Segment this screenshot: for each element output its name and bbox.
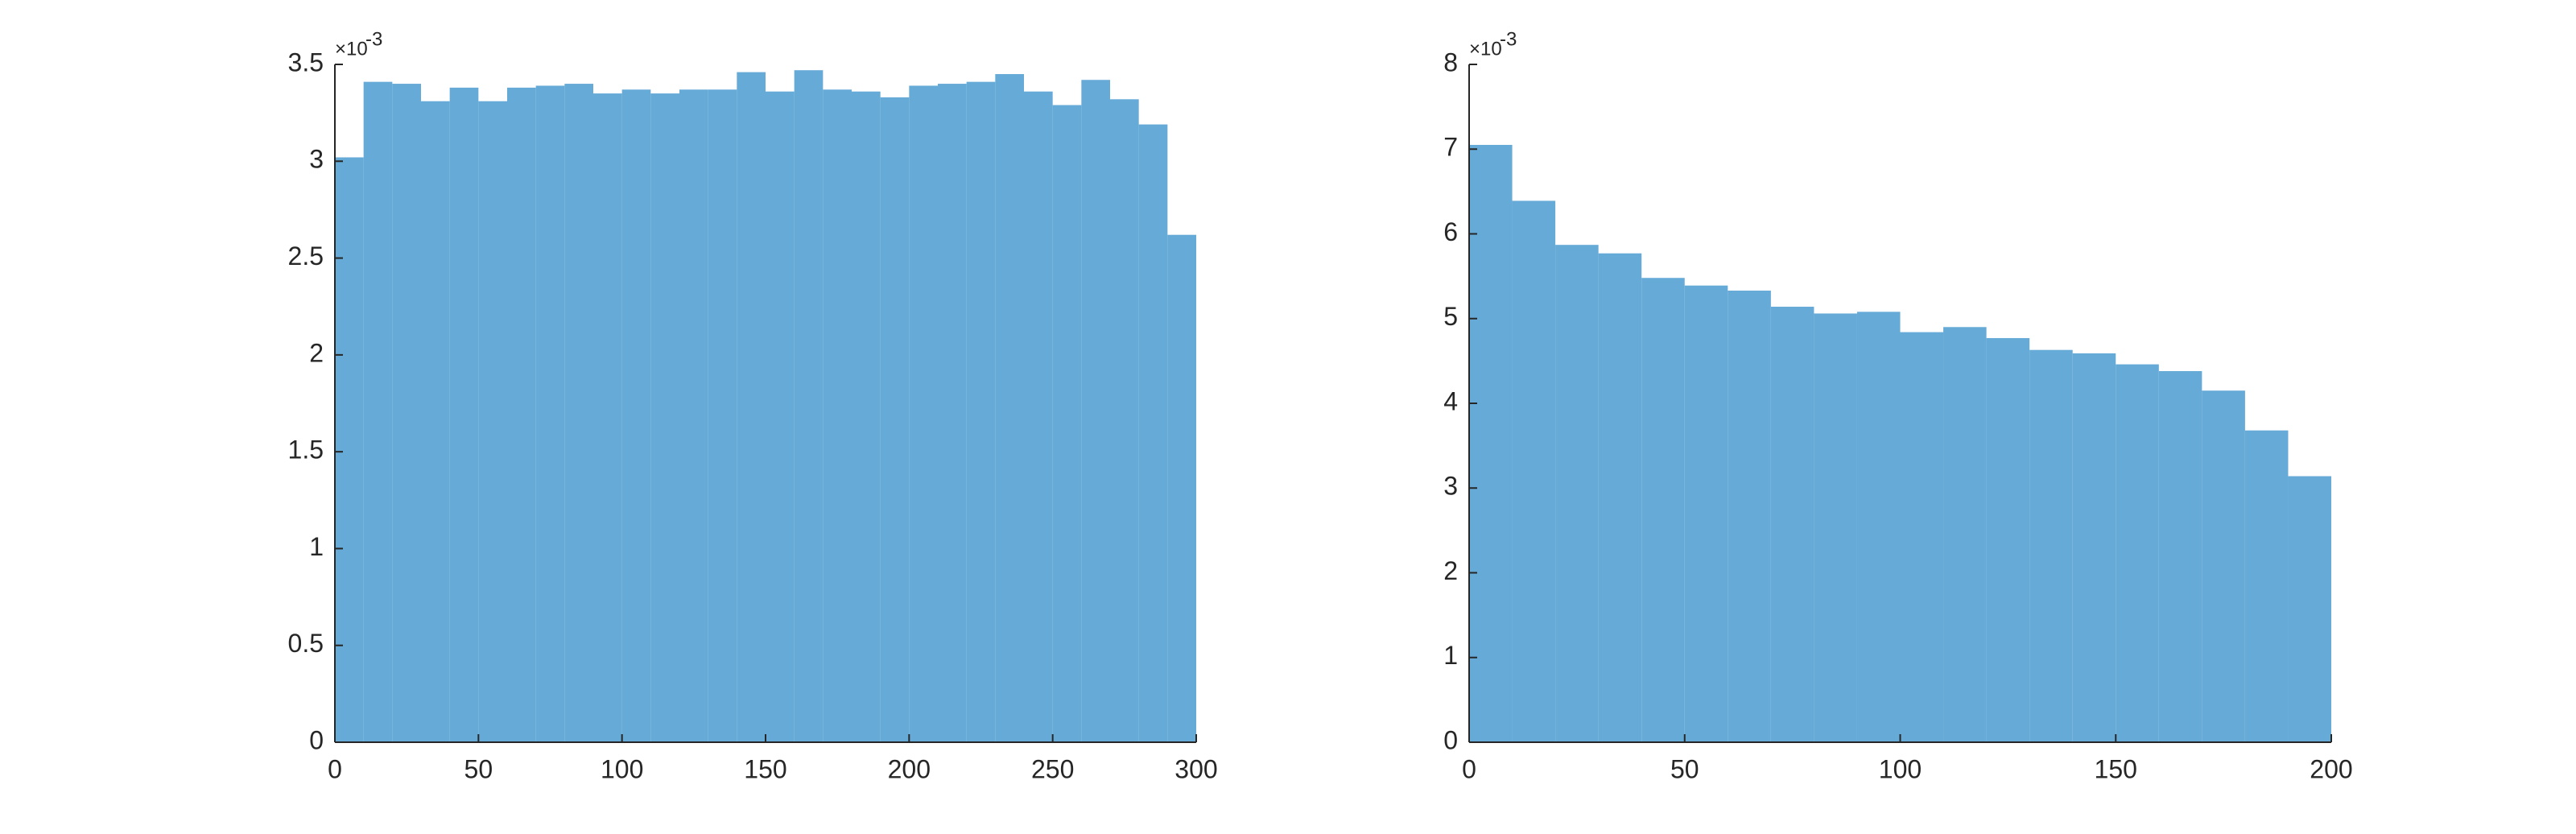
x-tick-label: 200 — [2310, 754, 2352, 783]
x-tick-label: 0 — [1462, 754, 1476, 783]
histogram-bar — [363, 81, 393, 742]
histogram-bar — [1986, 337, 2030, 742]
histogram-bar — [852, 91, 881, 743]
histogram-bar — [966, 81, 996, 742]
x-tick-label: 200 — [888, 754, 931, 783]
histogram-bar — [1052, 105, 1082, 742]
histogram-bar — [478, 101, 507, 743]
histogram-bar — [1900, 332, 1944, 742]
y-tick-label: 3 — [309, 145, 324, 174]
y-tick-label: 8 — [1443, 47, 1458, 76]
y-tick-label: 1 — [309, 532, 324, 561]
histogram-bar — [1684, 285, 1728, 742]
histogram-bar — [766, 91, 795, 743]
y-tick-label: 1 — [1443, 641, 1458, 670]
y-scale-label: ×10 — [1469, 38, 1502, 60]
x-tick-label: 250 — [1031, 754, 1074, 783]
histogram-bar — [392, 84, 421, 743]
histogram-bar — [1728, 291, 1771, 743]
histogram-bar — [708, 89, 737, 742]
histogram-bar — [1598, 253, 1642, 742]
histogram-bar — [1469, 144, 1513, 743]
x-tick-label: 100 — [601, 754, 643, 783]
histogram-bar — [1110, 99, 1139, 742]
histogram-bar — [1770, 307, 1814, 742]
histogram-bar — [938, 84, 967, 743]
y-tick-label: 1.5 — [288, 436, 324, 464]
y-tick-label: 0 — [309, 725, 324, 754]
histogram-bar — [2288, 476, 2331, 742]
histogram-bar — [621, 89, 651, 742]
y-tick-label: 2 — [1443, 556, 1458, 585]
y-tick-label: 2 — [309, 338, 324, 367]
y-scale-exponent: -3 — [365, 28, 382, 50]
histogram-bar — [507, 87, 536, 742]
histogram-bar — [2158, 371, 2202, 742]
histogram-bar — [2116, 364, 2159, 742]
histogram-bar — [421, 101, 450, 743]
histogram-bar — [2244, 430, 2289, 742]
histogram-bar — [880, 97, 910, 742]
y-tick-label: 4 — [1443, 386, 1458, 415]
histogram-chart: 0 50 100 150 200 0 1 2 3 4 5 6 7 8 ×10-3 — [1443, 28, 2352, 783]
y-tick-label: 0 — [1443, 725, 1458, 754]
x-tick-label: 150 — [744, 754, 786, 783]
histogram-bar — [1856, 312, 1901, 743]
histogram-bar — [1555, 245, 1599, 742]
histogram-bar — [1641, 278, 1685, 743]
x-tick-label: 0 — [328, 754, 342, 783]
histogram-bar — [737, 72, 766, 742]
x-tick-label: 50 — [1670, 754, 1699, 783]
histogram-bar — [449, 87, 479, 742]
histogram-bar — [909, 85, 938, 742]
histogram-bar — [564, 84, 593, 743]
histogram-bar — [2072, 353, 2116, 742]
histogram-bar — [2029, 349, 2073, 742]
x-tick-label: 300 — [1174, 754, 1217, 783]
y-tick-label: 3.5 — [288, 47, 324, 76]
histogram-bar — [2202, 390, 2245, 742]
histogram-bar — [995, 74, 1024, 743]
histogram-bar — [1024, 91, 1053, 743]
y-scale-exponent: -3 — [1500, 28, 1517, 50]
histogram-bar — [794, 70, 824, 742]
histogram-bar — [679, 89, 708, 742]
x-tick-label: 100 — [1879, 754, 1922, 783]
histogram-bar — [1814, 313, 1857, 742]
histogram-bar — [535, 85, 565, 742]
histogram-bar — [1167, 234, 1196, 742]
histogram-bar — [593, 93, 622, 743]
x-tick-label: 150 — [2095, 754, 2137, 783]
y-tick-label: 5 — [1443, 302, 1458, 331]
histogram-bar — [650, 93, 679, 743]
histogram-bar — [1512, 200, 1556, 742]
y-tick-label: 3 — [1443, 472, 1458, 501]
histogram-bar — [823, 89, 852, 742]
histogram-bar — [1943, 327, 1987, 742]
x-tick-label: 50 — [464, 754, 493, 783]
y-scale-label: ×10 — [335, 38, 368, 60]
y-tick-label: 0.5 — [288, 629, 324, 658]
histogram-chart: 0 50 100 150 200 250 300 0 0.5 1 1.5 2 2.5 3 3.5 ×10-3 — [288, 28, 1218, 783]
histogram-bar — [1081, 80, 1110, 742]
histogram-bar — [1138, 124, 1168, 742]
y-tick-label: 7 — [1443, 133, 1458, 162]
y-tick-label: 2.5 — [288, 242, 324, 270]
histogram-bar — [335, 157, 364, 742]
y-tick-label: 6 — [1443, 217, 1458, 246]
